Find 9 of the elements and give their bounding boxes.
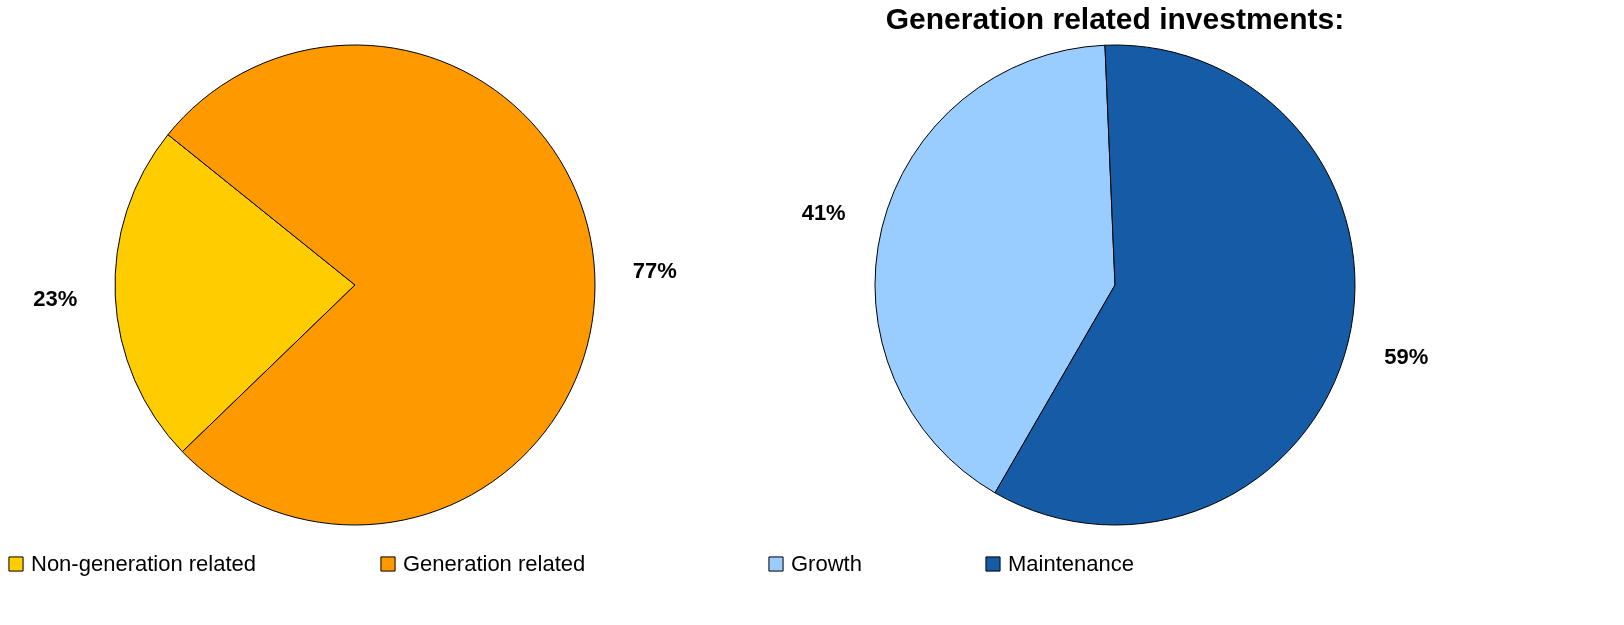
legend-label: Non-generation related [31, 551, 257, 576]
data-label: 41% [801, 200, 846, 226]
data-label: 77% [632, 258, 677, 284]
data-label: 23% [33, 285, 78, 311]
chart-title: Generation related investments: [885, 2, 1345, 35]
legend-label: Maintenance [1008, 551, 1134, 576]
legend-label: Generation related [403, 551, 586, 576]
data-label: 59% [1384, 343, 1429, 369]
legend-label: Growth [791, 551, 862, 576]
